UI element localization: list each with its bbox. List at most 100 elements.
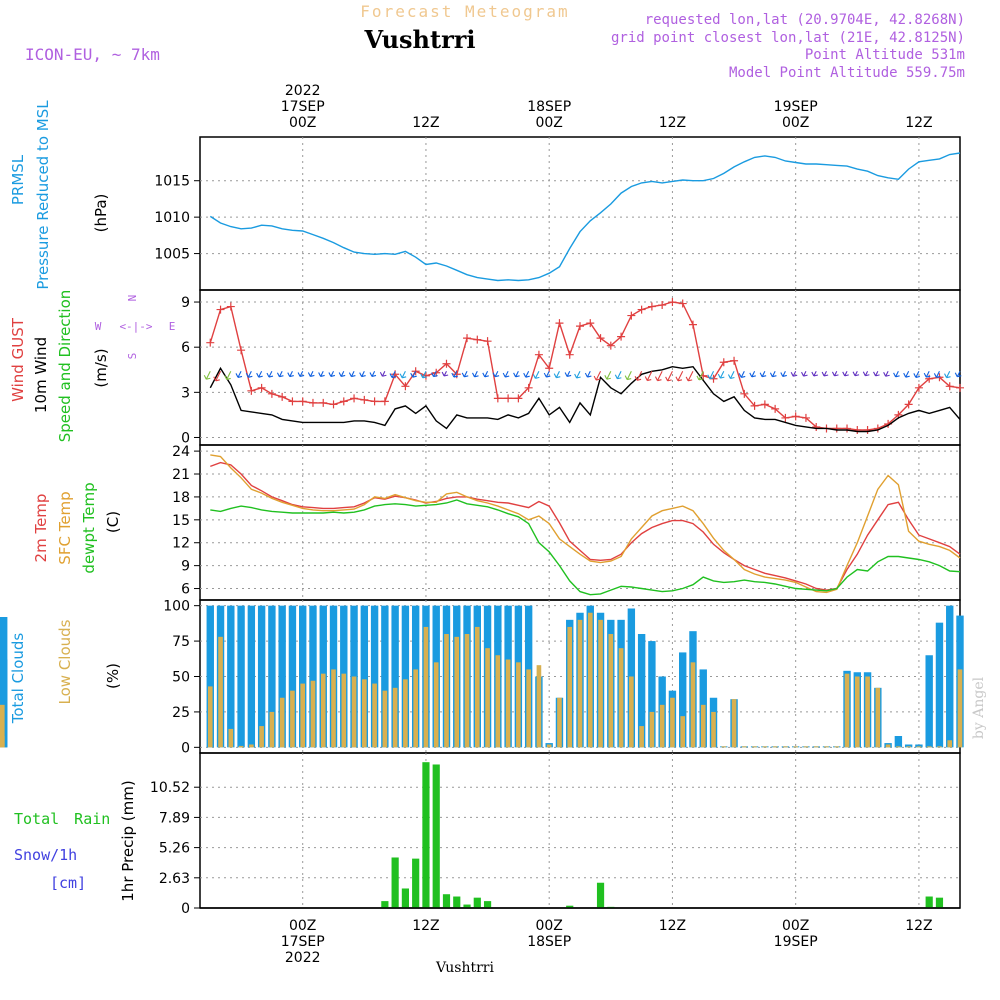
time-label-top: 18SEP	[527, 99, 571, 115]
bar-1	[649, 711, 655, 748]
wind-arrow	[441, 371, 449, 377]
pressure-label-1: PRMSL	[9, 154, 27, 205]
bar-1	[290, 690, 295, 748]
time-label-top: 00Z	[535, 115, 562, 131]
bar-1	[690, 662, 696, 748]
bar-1	[495, 655, 501, 748]
bar-1	[680, 716, 686, 748]
gust-marker	[853, 425, 862, 434]
gust-marker	[401, 382, 410, 391]
bar-1	[947, 740, 953, 748]
gust-marker	[288, 397, 297, 406]
gust-marker	[267, 389, 276, 398]
bar-1	[300, 683, 306, 748]
gust-marker	[442, 359, 451, 368]
watermark: by Angel	[971, 676, 987, 739]
bar-1	[382, 690, 388, 748]
gust-marker	[719, 358, 728, 367]
wind-arrow	[903, 371, 910, 378]
bar-0	[915, 744, 923, 748]
bar-1	[310, 680, 316, 748]
time-label-top: 12Z	[905, 115, 932, 131]
y-tick-label: 10.52	[150, 780, 190, 796]
wind-unit: (m/s)	[92, 348, 110, 387]
y-tick-label: 0	[181, 901, 190, 917]
bar-0	[473, 897, 481, 908]
gust-marker	[812, 422, 821, 431]
wind-arrow	[410, 371, 417, 378]
requested-coords: requested lon,lat (20.9704E, 42.8268N)	[645, 12, 965, 28]
wind-arrow	[954, 371, 962, 378]
bar-1	[362, 679, 367, 748]
precip-unit: 1hr Precip (mm)	[119, 780, 137, 901]
bar-1	[937, 746, 942, 748]
wind-arrow	[759, 371, 767, 378]
gust-marker	[791, 412, 800, 421]
wind-arrow	[604, 371, 612, 380]
gust-marker	[914, 383, 923, 392]
wind-arrow	[821, 371, 829, 377]
bar-1	[526, 669, 531, 748]
wind-arrow	[482, 371, 489, 378]
gust-marker	[329, 400, 338, 409]
y-tick-label: 18	[172, 490, 190, 506]
bar-1	[464, 634, 470, 748]
wind-arrow	[584, 371, 592, 378]
wind-arrow	[944, 371, 951, 379]
panel-0	[194, 136, 961, 291]
bar-0	[904, 744, 913, 748]
plots-layer: 1005101010150369691215182124025507510002…	[0, 83, 964, 966]
compass-w: W	[95, 320, 102, 333]
y-tick-label: 1005	[154, 247, 190, 263]
bar-1	[916, 746, 922, 748]
panel-4	[194, 752, 961, 909]
wind-arrow	[389, 371, 397, 379]
gust-marker	[524, 383, 533, 392]
gust-marker	[493, 394, 502, 403]
bar-1	[813, 746, 819, 748]
wind-arrow	[359, 371, 366, 378]
time-label-bottom: 18SEP	[527, 934, 571, 950]
bar-0	[206, 605, 214, 748]
wind-arrow	[276, 371, 284, 378]
panel-3	[0, 599, 964, 754]
bar-0	[227, 605, 235, 748]
time-label-bottom: 2022	[285, 950, 321, 966]
gust-marker	[647, 302, 656, 311]
y-tick-label: 25	[172, 705, 190, 721]
bar-0	[391, 605, 399, 748]
bar-1	[711, 711, 716, 748]
y-tick-label: 3	[181, 385, 190, 401]
bar-0	[637, 634, 646, 748]
wind-arrow	[801, 371, 808, 377]
wind-arrow	[451, 371, 458, 378]
panel-1	[194, 289, 964, 446]
gust-marker	[216, 305, 225, 314]
compass-arrows: <-|->	[119, 320, 152, 333]
wind-arrow	[852, 371, 860, 377]
bar-1	[249, 744, 254, 748]
wind-arrow	[883, 371, 890, 377]
series-line-0	[209, 301, 961, 431]
bar-0	[401, 605, 410, 748]
wind-arrow	[644, 371, 653, 382]
gust-marker	[863, 425, 872, 434]
location-title: Vushtrri	[364, 25, 476, 54]
temp-unit: (C)	[104, 511, 122, 533]
wind-arrow	[738, 371, 746, 378]
bar-1	[279, 697, 285, 748]
wind-arrow	[328, 371, 336, 377]
gust-marker	[555, 319, 564, 328]
gust-marker	[308, 398, 317, 407]
footer-location: Vushtrri	[435, 960, 494, 976]
bar-1	[731, 699, 737, 748]
wind-arrow	[348, 371, 356, 378]
gust-marker	[627, 311, 636, 320]
bar-0	[463, 904, 471, 908]
bar-1	[772, 746, 778, 748]
bar-0	[391, 857, 399, 908]
clouds-unit: (%)	[104, 663, 122, 689]
bar-1	[474, 626, 480, 748]
gust-marker	[483, 337, 492, 346]
